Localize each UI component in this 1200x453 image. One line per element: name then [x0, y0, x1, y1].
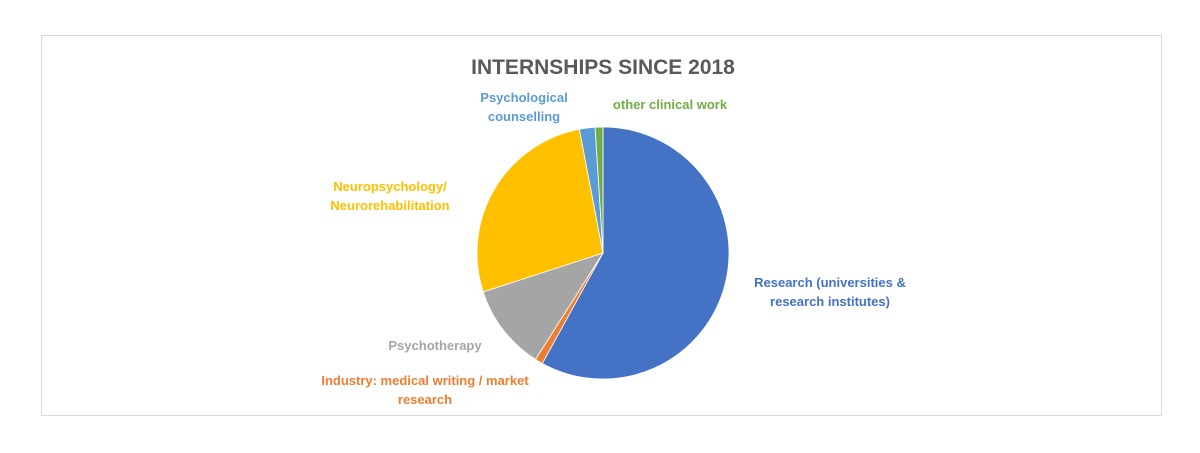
slice-label: Neuropsychology/ Neurorehabilitation [330, 179, 450, 213]
pie-slice [476, 128, 604, 293]
slice-label: Industry: medical writing / market resea… [321, 373, 529, 407]
chart-frame [41, 35, 1162, 416]
slice-label: Research (universities & research instit… [754, 275, 906, 309]
pie-slice [482, 252, 604, 360]
chart-title: INTERNSHIPS SINCE 2018 [471, 56, 735, 79]
pie-slice [594, 126, 604, 254]
pie-slice [541, 126, 730, 380]
slice-label: Psychotherapy [388, 338, 482, 353]
slice-label: Psychological counselling [480, 90, 568, 124]
slice-label: other clinical work [612, 97, 728, 112]
